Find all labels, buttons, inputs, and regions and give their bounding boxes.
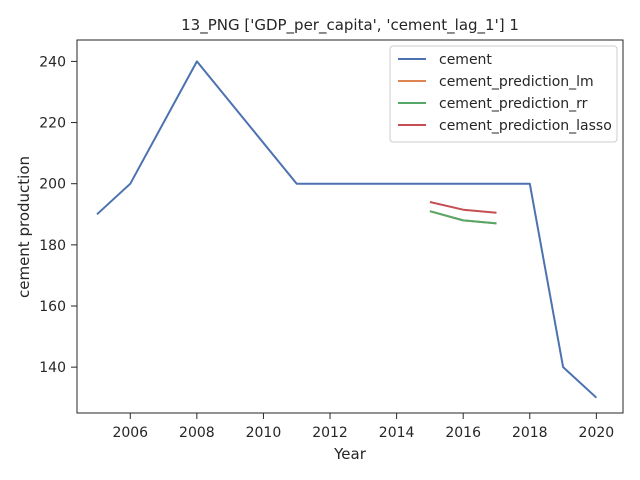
x-axis-label: Year	[333, 445, 367, 463]
x-tick-label: 2020	[579, 425, 615, 441]
y-tick-label: 180	[39, 238, 66, 254]
y-tick-label: 220	[39, 116, 66, 132]
legend-label: cement	[439, 52, 492, 68]
chart-title: 13_PNG ['GDP_per_capita', 'cement_lag_1'…	[181, 16, 519, 35]
y-axis-label: cement production	[15, 156, 33, 298]
y-tick-label: 160	[39, 299, 66, 315]
series-line-cement_prediction_lasso	[429, 201, 497, 214]
y-tick-label: 240	[39, 54, 66, 70]
y-tick-label: 200	[39, 177, 66, 193]
x-tick-label: 2014	[379, 425, 415, 441]
legend-label: cement_prediction_lm	[439, 74, 594, 90]
x-tick-label: 2010	[246, 425, 282, 441]
series-line-cement	[96, 60, 598, 399]
x-tick-label: 2008	[179, 425, 215, 441]
y-axis: 140 160 180 200 220 240	[39, 54, 77, 376]
plot-area-frame	[76, 39, 624, 414]
y-tick-label: 140	[39, 360, 66, 376]
series-lines	[96, 60, 598, 399]
legend-box	[389, 45, 618, 143]
x-tick-label: 2012	[312, 425, 348, 441]
legend-label: cement_prediction_lasso	[439, 118, 612, 134]
legend-label: cement_prediction_rr	[439, 96, 588, 112]
x-axis: 2006 2008 2010 2012 2014 2016 2018 2020	[112, 413, 614, 441]
x-tick-label: 2016	[445, 425, 481, 441]
legend: cement cement_prediction_lm cement_predict…	[389, 45, 618, 143]
x-tick-label: 2006	[112, 425, 148, 441]
x-tick-label: 2018	[512, 425, 548, 441]
series-line-cement_prediction_rr	[429, 210, 497, 225]
